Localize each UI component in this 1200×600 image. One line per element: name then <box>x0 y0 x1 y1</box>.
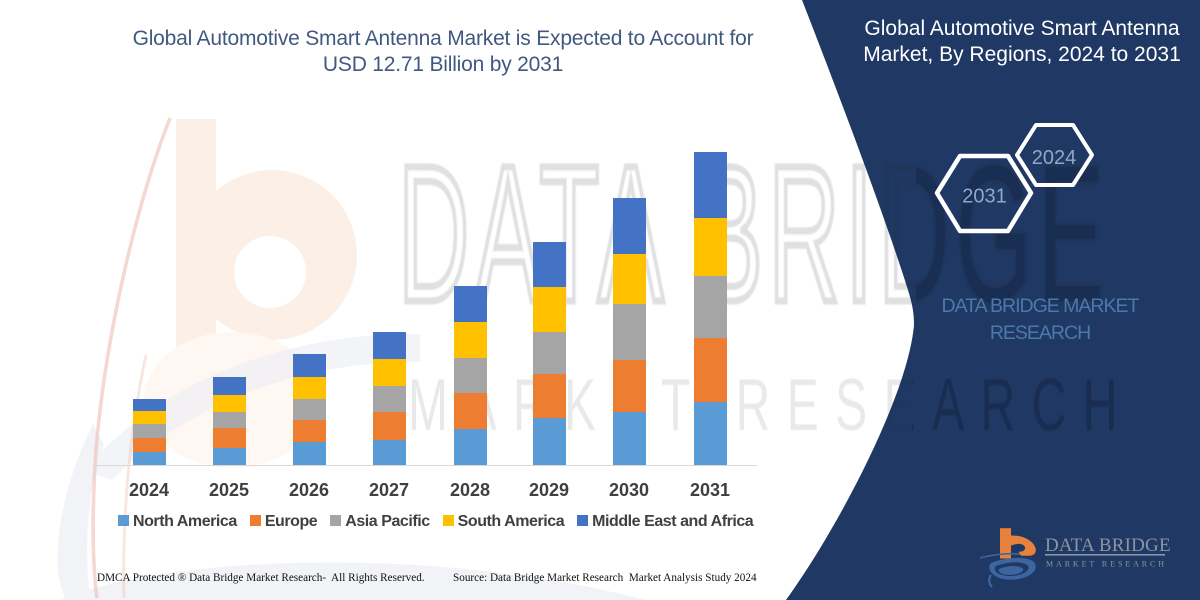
svg-text:2024: 2024 <box>1032 147 1077 169</box>
svg-text:DATA BRIDGE: DATA BRIDGE <box>1045 535 1171 556</box>
svg-text:MARKET RESEARCH: MARKET RESEARCH <box>1046 560 1167 569</box>
svg-text:2031: 2031 <box>962 186 1007 208</box>
